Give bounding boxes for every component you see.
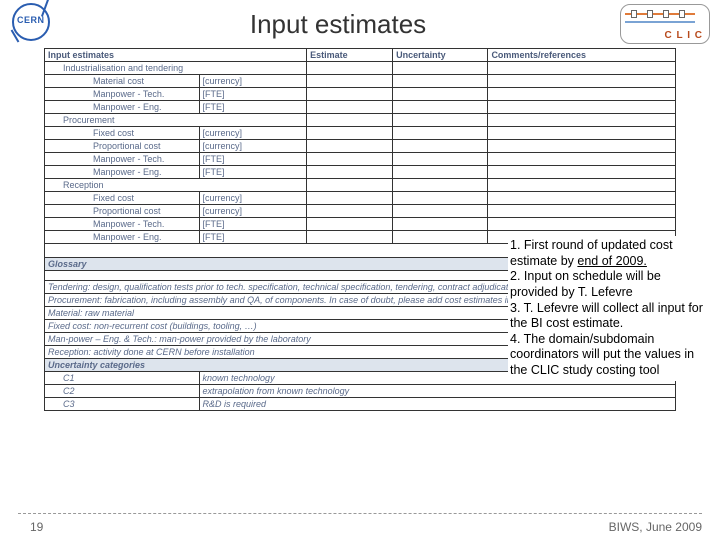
- row-unit: [FTE]: [199, 231, 307, 244]
- th-uncertainty: Uncertainty: [393, 49, 488, 62]
- clic-text: C L I C: [665, 30, 703, 41]
- th-main: Input estimates: [45, 49, 307, 62]
- row-label: Fixed cost: [45, 127, 200, 140]
- unc-code: C2: [45, 385, 200, 398]
- row-label: Manpower - Eng.: [45, 166, 200, 179]
- page-number: 19: [30, 520, 43, 534]
- note-3: 3. T. Lefevre will collect all input for…: [510, 301, 703, 331]
- unc-code: C1: [45, 372, 200, 385]
- row-label: Proportional cost: [45, 205, 200, 218]
- th-comments: Comments/references: [488, 49, 676, 62]
- row-label: Manpower - Tech.: [45, 88, 200, 101]
- note-4: 4. The domain/subdomain coordinators wil…: [510, 332, 694, 377]
- row-unit: [FTE]: [199, 166, 307, 179]
- section-title: Procurement: [45, 114, 307, 127]
- unc-code: C3: [45, 398, 200, 411]
- row-label: Manpower - Eng.: [45, 101, 200, 114]
- unc-desc: R&D is required: [199, 398, 675, 411]
- section-title: Reception: [45, 179, 307, 192]
- note-1u: end of 2009.: [577, 254, 647, 268]
- row-unit: [currency]: [199, 140, 307, 153]
- note-2: 2. Input on schedule will be provided by…: [510, 269, 661, 299]
- footer-divider: [18, 513, 702, 514]
- row-label: Manpower - Eng.: [45, 231, 200, 244]
- row-label: Manpower - Tech.: [45, 218, 200, 231]
- row-label: Fixed cost: [45, 192, 200, 205]
- th-estimate: Estimate: [307, 49, 393, 62]
- row-unit: [currency]: [199, 205, 307, 218]
- row-label: Manpower - Tech.: [45, 153, 200, 166]
- clic-logo: C L I C: [620, 4, 710, 44]
- section-title: Industrialisation and tendering: [45, 62, 307, 75]
- page-title: Input estimates: [56, 9, 620, 40]
- row-unit: [FTE]: [199, 101, 307, 114]
- cern-text: CERN: [17, 15, 45, 25]
- footer-right: BIWS, June 2009: [609, 520, 702, 534]
- row-unit: [FTE]: [199, 218, 307, 231]
- notes-overlay: 1. First round of updated cost estimate …: [508, 236, 706, 381]
- row-label: Proportional cost: [45, 140, 200, 153]
- row-unit: [currency]: [199, 192, 307, 205]
- cern-logo: CERN: [10, 1, 56, 47]
- row-unit: [FTE]: [199, 88, 307, 101]
- row-unit: [FTE]: [199, 153, 307, 166]
- unc-desc: extrapolation from known technology: [199, 385, 675, 398]
- row-unit: [currency]: [199, 127, 307, 140]
- row-unit: [currency]: [199, 75, 307, 88]
- row-label: Material cost: [45, 75, 200, 88]
